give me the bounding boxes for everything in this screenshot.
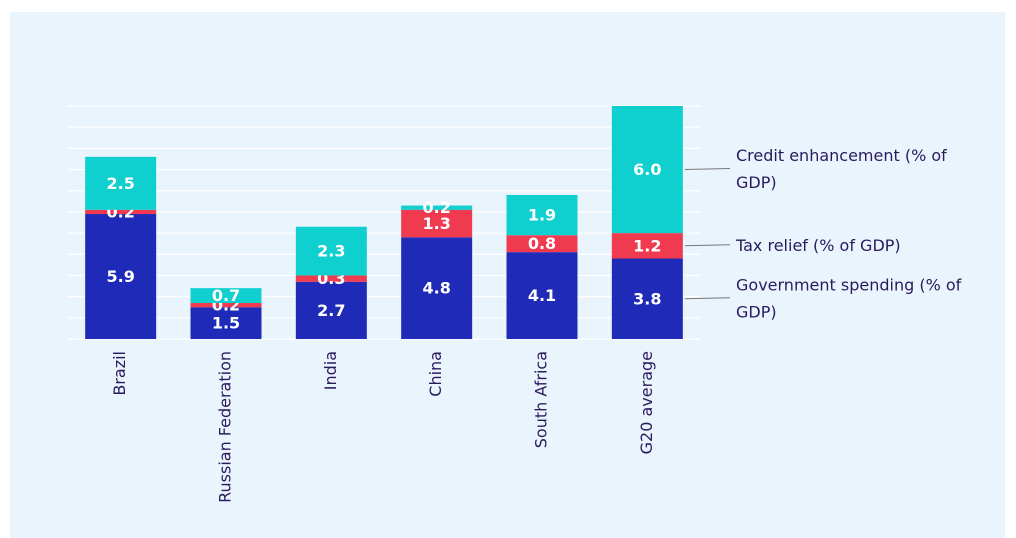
bar-segment (611, 106, 683, 234)
value-label: 1.3 (422, 214, 450, 233)
value-label: 5.9 (106, 267, 134, 286)
legend-label: Credit enhancement (% of GDP) (736, 146, 947, 192)
bar-segment (506, 235, 578, 253)
bar-segment (85, 156, 157, 210)
value-label: 6.0 (633, 160, 661, 179)
value-label: 4.8 (422, 279, 450, 298)
bar-segment (85, 209, 157, 215)
bar-segment (611, 233, 683, 259)
value-label: 4.1 (528, 286, 556, 305)
bar-segment (611, 258, 683, 339)
bar-segment (295, 281, 367, 339)
value-label: 1.2 (633, 236, 661, 255)
bar-segment (190, 302, 262, 308)
x-tick-label: India (321, 351, 340, 390)
value-label: 1.5 (212, 314, 240, 333)
value-label: 3.8 (633, 289, 661, 308)
x-tick-label: Brazil (110, 351, 129, 396)
bar-segment (401, 205, 473, 210)
bar-segment (506, 194, 578, 236)
legend-leader (684, 168, 731, 171)
bar-segment (295, 275, 367, 282)
x-tick-label: G20 average (637, 351, 656, 454)
value-label: 2.3 (317, 242, 345, 261)
legend-leader (684, 244, 731, 247)
x-tick-label: Russian Federation (216, 351, 235, 503)
x-tick-label: China (426, 351, 445, 397)
bar-segment (295, 226, 367, 276)
value-label: 2.7 (317, 301, 345, 320)
value-label: 0.2 (422, 198, 450, 217)
bar-segment (401, 209, 473, 238)
legend-label: Tax relief (% of GDP) (735, 235, 901, 254)
bar-segment (401, 237, 473, 339)
bar-segment (506, 252, 578, 339)
x-tick-label: South Africa (532, 351, 551, 448)
legend-leader (684, 297, 731, 300)
value-label: 0.8 (528, 234, 556, 253)
value-label: 0.7 (212, 286, 240, 305)
bar-segment (190, 288, 262, 303)
bar-segment (85, 214, 157, 339)
value-label: 2.5 (106, 174, 134, 193)
value-label: 1.9 (528, 206, 556, 225)
bar-segment (190, 307, 262, 339)
legend-label: Government spending (% of GDP) (736, 275, 962, 321)
